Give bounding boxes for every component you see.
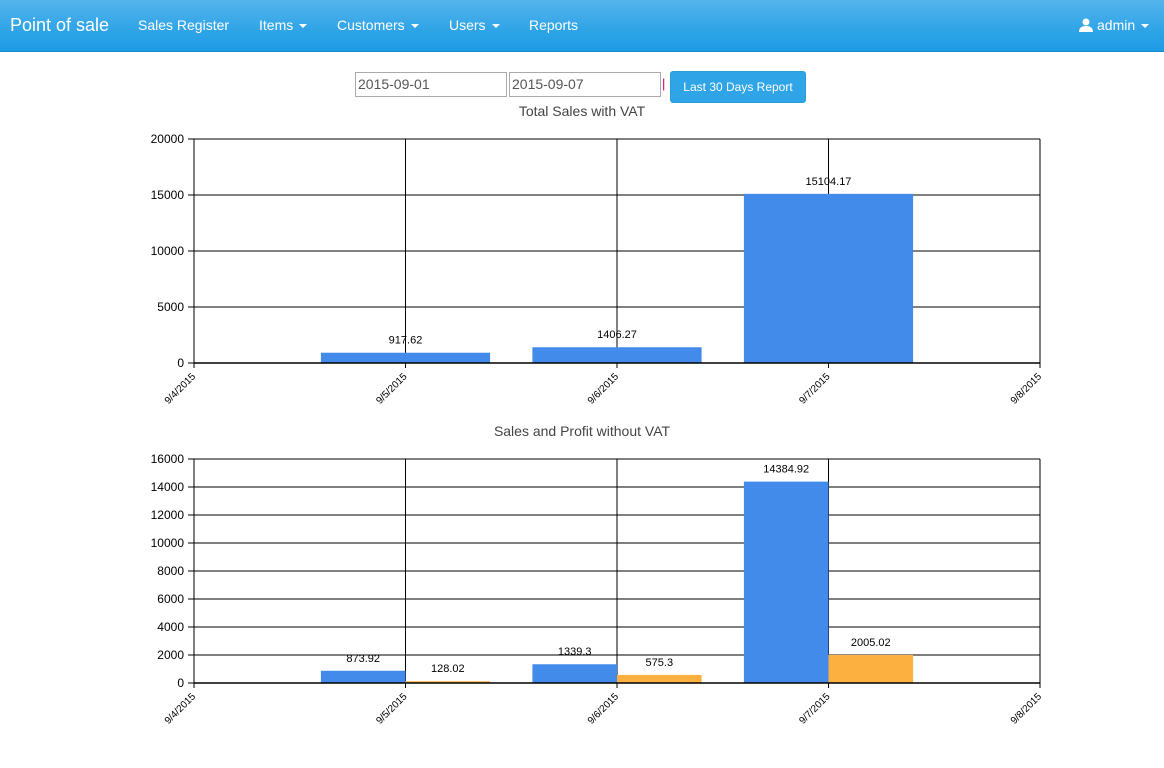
data-label: 873.92: [346, 653, 380, 665]
x-tick-label: 9/7/2015: [797, 371, 833, 407]
nav-sales-register[interactable]: Sales Register: [138, 17, 230, 33]
caret-down-icon: [1141, 24, 1150, 29]
y-tick-label: 2000: [157, 648, 184, 662]
y-tick-label: 16000: [151, 452, 185, 466]
nav-users[interactable]: Users: [449, 17, 500, 33]
separator: |: [662, 76, 666, 91]
sales-profit-chart: 0 2000 4000 6000 8000 10000 12000 14000 16000 9/4…: [151, 452, 1045, 727]
x-tick-label: 9/4/2015: [163, 371, 199, 407]
y-tick-label: 12000: [151, 508, 185, 522]
bar-profit: [617, 674, 702, 683]
x-tick-label: 9/5/2015: [374, 371, 410, 407]
bar-sales: [532, 347, 702, 363]
y-tick-label: 20000: [151, 132, 185, 146]
bar-sales: [743, 193, 914, 363]
y-tick-label: 5000: [157, 300, 184, 314]
bar-profit: [828, 654, 914, 683]
nav-reports[interactable]: Reports: [529, 17, 579, 33]
y-tick-label: 0: [177, 356, 184, 370]
caret-down-icon: [410, 24, 419, 29]
user-icon: [1079, 18, 1093, 32]
user-menu[interactable]: admin: [1079, 17, 1150, 33]
chart1-title: Total Sales with VAT: [518, 103, 646, 119]
navbar: Point of sale Sales Register Items Custo…: [0, 0, 1164, 52]
x-tick-label: 9/8/2015: [1009, 691, 1045, 727]
caret-down-icon: [491, 24, 500, 29]
bar-sales: [743, 481, 829, 683]
x-tick-label: 9/5/2015: [374, 691, 410, 727]
nav-customers[interactable]: Customers: [337, 17, 419, 33]
y-tick-label: 4000: [157, 620, 184, 634]
y-tick-label: 14000: [151, 480, 185, 494]
nav-customers-label: Customers: [337, 17, 405, 33]
data-label: 1406.27: [597, 329, 637, 341]
last-30-days-button[interactable]: Last 30 Days Report: [670, 71, 806, 103]
nav-items[interactable]: Items: [259, 17, 308, 33]
data-label: 575.3: [646, 657, 674, 669]
x-tick-label: 9/6/2015: [586, 691, 622, 727]
y-tick-label: 0: [177, 676, 184, 690]
x-tick-label: 9/4/2015: [163, 691, 199, 727]
data-label: 917.62: [389, 335, 423, 347]
data-label: 2005.02: [851, 637, 891, 649]
data-label: 14384.92: [763, 464, 809, 476]
end-date-input[interactable]: [509, 72, 661, 97]
x-tick-label: 9/6/2015: [586, 371, 622, 407]
y-tick-label: 10000: [151, 244, 185, 258]
chart2-title: Sales and Profit without VAT: [493, 423, 671, 439]
y-tick-label: 6000: [157, 592, 184, 606]
y-tick-label: 10000: [151, 536, 185, 550]
user-name: admin: [1097, 17, 1136, 33]
nav-items-label: Items: [259, 17, 294, 33]
x-tick-label: 9/8/2015: [1009, 371, 1045, 407]
brand[interactable]: Point of sale: [10, 15, 110, 35]
nav-users-label: Users: [449, 17, 486, 33]
total-sales-chart: 0 5000 10000 15000 20000 9/4/2015 9/5/2015 9/6/…: [151, 132, 1045, 407]
bar-sales: [320, 670, 406, 683]
y-tick-label: 8000: [157, 564, 184, 578]
caret-down-icon: [299, 24, 308, 29]
y-tick-label: 15000: [151, 188, 185, 202]
bar-profit: [405, 681, 491, 683]
data-label: 15104.17: [806, 176, 852, 188]
bar-sales: [320, 352, 491, 363]
data-label: 1339.3: [558, 646, 592, 658]
data-label: 128.02: [431, 663, 465, 675]
x-tick-label: 9/7/2015: [797, 691, 833, 727]
start-date-input[interactable]: [355, 72, 507, 97]
bar-sales: [532, 664, 617, 683]
